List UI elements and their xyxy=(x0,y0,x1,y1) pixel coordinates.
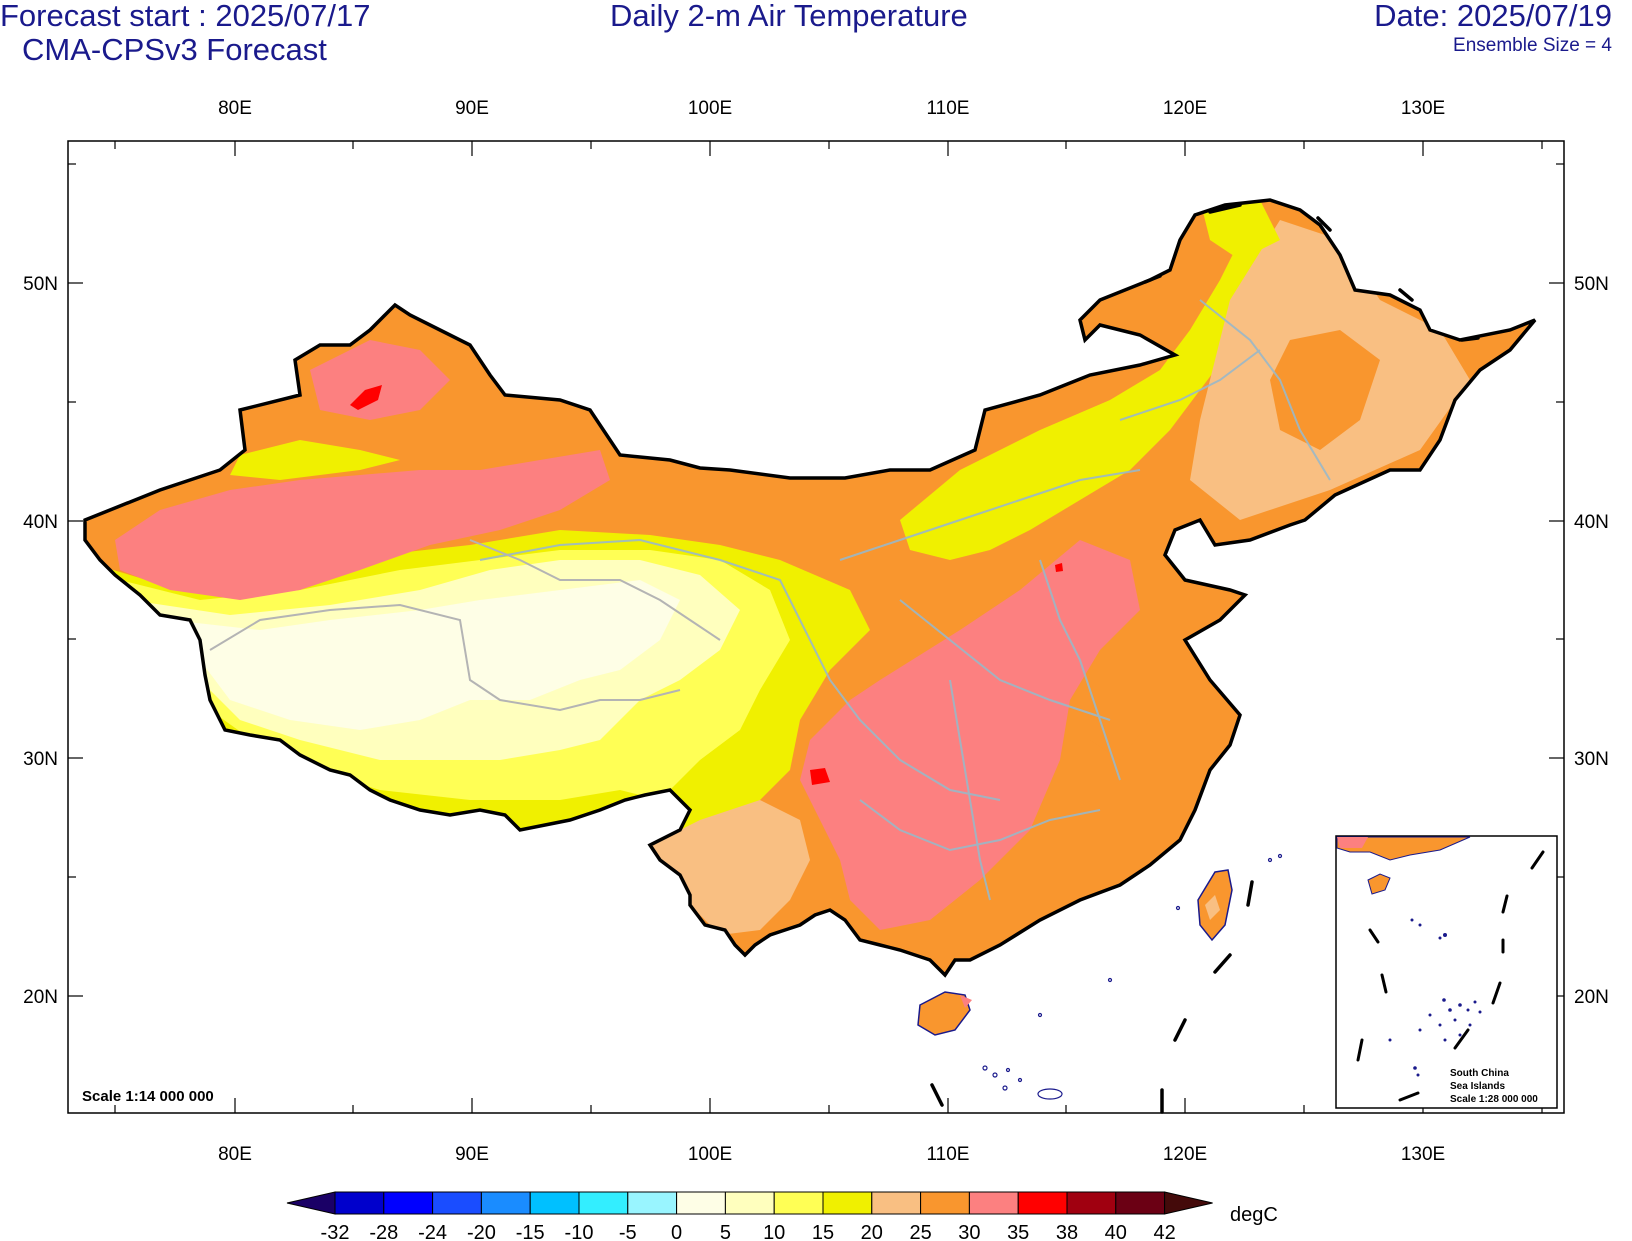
colorbar-box xyxy=(1017,1191,1068,1215)
field-yellow-tianshan xyxy=(230,440,400,480)
lat-label: 30N xyxy=(1574,749,1609,770)
lon-labels-bottom: 80E 90E 100E 110E 120E 130E xyxy=(218,1144,1445,1165)
colorbar-label: 40 xyxy=(1105,1222,1127,1241)
field-5-10 xyxy=(170,580,680,730)
colorbar-label: -15 xyxy=(516,1222,545,1241)
colorbar-box xyxy=(676,1191,726,1215)
field-30-northeast xyxy=(1270,330,1380,450)
valid-date-label: Date: 2025/07/19 xyxy=(1374,0,1612,33)
frame-ticks xyxy=(68,141,1564,1113)
inset-label-line1: South China xyxy=(1450,1068,1509,1079)
colorbar-box xyxy=(1115,1191,1166,1215)
map-title: Daily 2-m Air Temperature xyxy=(610,0,968,33)
colorbar-label: 35 xyxy=(1007,1222,1029,1241)
colorbar-box xyxy=(480,1191,531,1215)
lon-label: 80E xyxy=(218,1144,252,1165)
colorbar-box xyxy=(383,1191,434,1215)
colorbar-box xyxy=(432,1191,482,1215)
colorbar-label: -32 xyxy=(321,1222,350,1241)
colorbar-box xyxy=(822,1191,873,1215)
field-35-east xyxy=(800,540,1140,930)
colorbar-label: 0 xyxy=(671,1222,682,1241)
south-china-sea-inset: South China Sea Islands Scale 1:28 000 0… xyxy=(1335,835,1558,1109)
small-islands xyxy=(982,853,1283,1100)
lon-label: 120E xyxy=(1163,98,1207,119)
colorbar-unit: degC xyxy=(1230,1204,1278,1226)
colorbar-label: 25 xyxy=(909,1222,931,1241)
colorbar-low-triangle xyxy=(286,1191,336,1215)
colorbar-box xyxy=(920,1191,970,1215)
field-35-tarim xyxy=(115,450,610,600)
colorbar-label: -10 xyxy=(565,1222,594,1241)
lat-label: 30N xyxy=(23,749,58,770)
lon-label: 120E xyxy=(1163,1144,1207,1165)
hainan-island xyxy=(917,991,971,1036)
china-border xyxy=(83,198,1537,978)
colorbar-box xyxy=(627,1191,678,1215)
lat-label: 50N xyxy=(1574,274,1609,295)
inset-label-line2: Sea Islands xyxy=(1450,1081,1505,1092)
ensemble-size-label: Ensemble Size = 4 xyxy=(1453,35,1612,56)
colorbar-label: 30 xyxy=(958,1222,980,1241)
inset-hainan xyxy=(1367,873,1391,895)
colorbar-label: 42 xyxy=(1153,1222,1175,1241)
colorbar-box xyxy=(871,1191,922,1215)
inset-scale-label: Scale 1:28 000 000 xyxy=(1450,1094,1538,1105)
inset-dashes xyxy=(1356,850,1545,1102)
inset-islands xyxy=(1388,918,1482,1077)
lon-label: 80E xyxy=(218,98,252,119)
forecast-start-label: Forecast start : 2025/07/17 xyxy=(0,0,371,33)
lon-label: 110E xyxy=(927,98,970,119)
lat-label: 50N xyxy=(23,274,58,295)
colorbar-label: -5 xyxy=(619,1222,637,1241)
lon-label: 110E xyxy=(927,1144,970,1165)
colorbar-box xyxy=(968,1191,1019,1215)
province-boundaries xyxy=(479,299,1331,901)
lat-label: 40N xyxy=(23,512,58,533)
field-northeast-yellow xyxy=(900,240,1270,560)
lon-label: 90E xyxy=(455,1144,489,1165)
colorbar-high-triangle xyxy=(1164,1191,1213,1215)
lat-label: 40N xyxy=(1574,512,1609,533)
colorbar-box xyxy=(334,1191,385,1215)
colorbar-box xyxy=(578,1191,629,1215)
map-scale-label: Scale 1:14 000 000 xyxy=(82,1088,214,1105)
lon-labels-top: 80E 90E 100E 110E 120E 130E xyxy=(218,98,1445,119)
lat-label: 20N xyxy=(23,987,58,1008)
colorbar-box xyxy=(724,1191,775,1215)
hotspot-xinjiang xyxy=(350,385,382,410)
lon-label: 130E xyxy=(1401,98,1445,119)
lon-label: 130E xyxy=(1401,1144,1445,1165)
colorbar-box xyxy=(773,1191,824,1215)
lon-label: 100E xyxy=(688,1144,732,1165)
hotspot-north-china xyxy=(1055,563,1063,572)
colorbar-label: -20 xyxy=(467,1222,496,1241)
colorbar-box xyxy=(529,1191,580,1215)
lon-label: 90E xyxy=(455,98,489,119)
inset-frame xyxy=(1335,835,1558,1109)
field-35-junggar xyxy=(310,340,450,420)
colorbar-label: 5 xyxy=(720,1222,731,1241)
inset-mainland xyxy=(1336,836,1471,861)
colorbar-label: 10 xyxy=(763,1222,785,1241)
maritime-boundary-dashes xyxy=(930,203,1480,1114)
model-name-label: CMA-CPSv3 Forecast xyxy=(22,32,327,67)
colorbar-label: 38 xyxy=(1056,1222,1078,1241)
colorbar-label: 20 xyxy=(861,1222,883,1241)
lat-label: 20N xyxy=(1574,987,1609,1008)
region-boundaries xyxy=(209,539,721,712)
colorbar-label: -28 xyxy=(369,1222,398,1241)
colorbar-box xyxy=(1066,1191,1117,1215)
colorbar-label: 15 xyxy=(812,1222,834,1241)
colorbar: -32 -28 -24 -20 -15 -10 -5 0 5 10 15 20 25 30 35 38 40 42 xyxy=(286,1191,1213,1241)
hotspot-sichuan xyxy=(810,768,830,785)
lon-label: 100E xyxy=(688,98,732,119)
lat-labels-left: 50N 40N 30N 20N xyxy=(23,274,58,1008)
lat-labels-right: 50N 40N 30N 20N xyxy=(1574,274,1609,1008)
colorbar-label: -24 xyxy=(418,1222,447,1241)
